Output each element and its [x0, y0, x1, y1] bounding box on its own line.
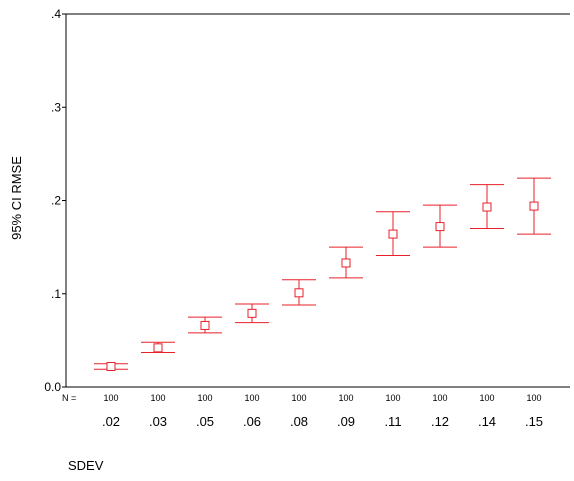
mean-marker: [200, 320, 210, 330]
mean-marker: [529, 201, 539, 211]
n-count-label: 100: [197, 393, 212, 403]
mean-marker: [294, 288, 304, 298]
n-count-label: 100: [526, 393, 541, 403]
x-tick-label: .11: [384, 414, 401, 429]
n-count-label: 100: [479, 393, 494, 403]
x-tick-label: .08: [290, 414, 308, 429]
y-tick-label: .1: [51, 287, 61, 301]
x-tick-label: .12: [431, 414, 449, 429]
mean-marker: [435, 222, 445, 232]
x-tick-label: .14: [478, 414, 496, 429]
x-tick-label: .02: [102, 414, 120, 429]
y-tick-label: 0.0: [44, 380, 61, 394]
y-tick-label: .3: [51, 100, 61, 114]
mean-marker: [482, 202, 492, 212]
x-tick-label: .06: [243, 414, 261, 429]
y-tick-label: .4: [51, 7, 61, 21]
mean-marker: [247, 308, 257, 318]
x-axis-label: SDEV: [68, 458, 104, 473]
mean-marker: [106, 361, 116, 371]
mean-marker: [388, 229, 398, 239]
x-axis-ticks: 100 .02 100 .03 100 .05 100 .06 100 .08 100 .09 100.…: [102, 393, 543, 429]
y-tick-label: .2: [51, 194, 61, 208]
mean-marker: [153, 343, 163, 353]
axes: [65, 13, 570, 388]
y-axis-ticks: .4 .3 .2 .1 0.0: [44, 7, 66, 394]
n-count-label: 100: [338, 393, 353, 403]
n-count-label: 100: [103, 393, 118, 403]
x-tick-label: .03: [149, 414, 167, 429]
n-label: N =: [62, 393, 76, 403]
n-count-label: 100: [432, 393, 447, 403]
x-tick-label: .09: [337, 414, 355, 429]
data-marks: [94, 177, 551, 371]
x-tick-label: .05: [196, 414, 214, 429]
n-count-label: 100: [291, 393, 306, 403]
n-count-label: 100: [150, 393, 165, 403]
x-tick-label: .15: [525, 414, 543, 429]
mean-marker: [341, 258, 351, 268]
y-axis-label: 95% CI RMSE: [9, 156, 24, 240]
n-count-label: 100: [385, 393, 400, 403]
n-count-label: 100: [244, 393, 259, 403]
